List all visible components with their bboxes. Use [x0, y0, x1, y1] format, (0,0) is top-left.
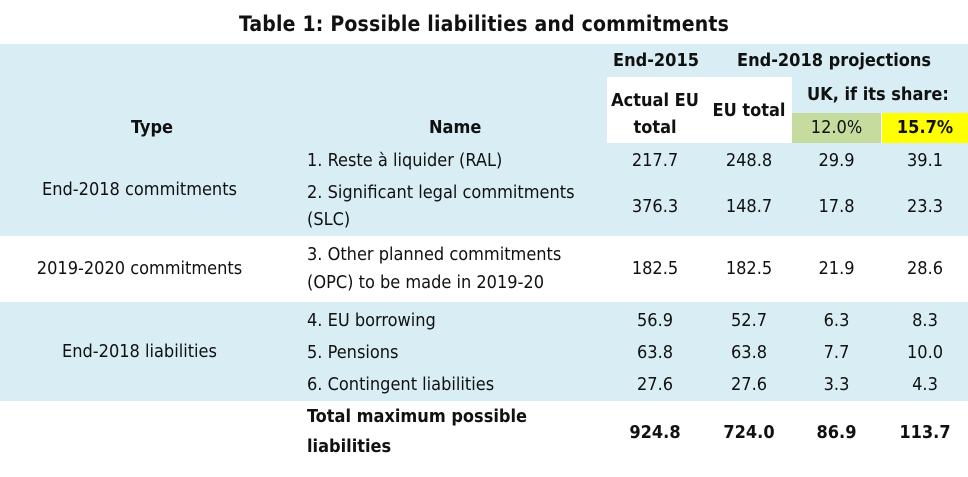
header-band-top	[0, 44, 968, 77]
uk-12-value: 17.8	[818, 196, 855, 217]
eu-total-value: 148.7	[725, 196, 773, 217]
actual-value: 63.8	[636, 342, 674, 363]
eu-total-value: 248.8	[725, 150, 773, 171]
header-eu-total: EU total	[712, 100, 786, 121]
total-name: Total maximum possible	[307, 406, 528, 427]
uk-157-value: 10.0	[906, 342, 944, 363]
eu-total-value: 52.7	[730, 310, 768, 331]
actual-value: 182.5	[631, 258, 679, 279]
uk-12-value: 7.7	[823, 342, 850, 363]
share-157-label: 15.7%	[896, 117, 954, 138]
type-end-2018-liabilities: End-2018 liabilities	[62, 341, 217, 362]
uk-157-value: 39.1	[906, 150, 944, 171]
uk-12-value: 3.3	[823, 374, 850, 395]
header-name: Name	[429, 117, 482, 138]
uk-157-value: 23.3	[906, 196, 944, 217]
uk-157-value: 28.6	[906, 258, 944, 279]
uk-157-value: 4.3	[912, 374, 938, 395]
share-157-cell	[882, 113, 968, 143]
actual-value: 27.6	[636, 374, 674, 395]
row-name-cont: (OPC) to be made in 2019-20	[307, 272, 545, 293]
row-name-cont: (SLC)	[307, 209, 351, 230]
actual-value: 376.3	[631, 196, 679, 217]
header-band-uk	[792, 77, 968, 113]
row-name: 6. Contingent liabilities	[307, 374, 495, 395]
group-band-liabilities	[0, 302, 968, 401]
uk-157-value: 8.3	[912, 310, 938, 331]
row-name: 3. Other planned commitments	[307, 244, 562, 265]
header-type: Type	[131, 117, 174, 138]
uk-12-value: 21.9	[818, 258, 855, 279]
row-name: 5. Pensions	[307, 342, 399, 363]
row-name: 4. EU borrowing	[307, 310, 436, 331]
header-end-2018-projections: End-2018 projections	[737, 50, 932, 71]
header-band-left	[0, 77, 607, 143]
eu-total-value: 63.8	[730, 342, 768, 363]
header-uk-share: UK, if its share:	[807, 84, 949, 105]
type-2019-2020-commitments: 2019-2020 commitments	[36, 258, 243, 279]
total-uk-12: 86.9	[816, 422, 857, 443]
actual-value: 56.9	[636, 310, 674, 331]
header-end-2015: End-2015	[613, 50, 699, 71]
total-uk-157: 113.7	[899, 422, 951, 443]
eu-total-value: 27.6	[730, 374, 768, 395]
actual-value: 217.7	[631, 150, 679, 171]
uk-12-value: 29.9	[818, 150, 855, 171]
row-name: 2. Significant legal commitments	[307, 182, 575, 203]
total-eu: 724.0	[723, 422, 775, 443]
header-actual-eu-line1: Actual EU	[611, 90, 699, 111]
group-band-commitments	[0, 143, 968, 236]
table-title: Table 1: Possible liabilities and commit…	[238, 12, 730, 36]
header-actual-eu-line2: total	[633, 117, 677, 138]
row-name: 1. Reste à liquider (RAL)	[307, 150, 503, 171]
share-12-cell	[792, 113, 881, 143]
total-actual: 924.8	[629, 422, 681, 443]
eu-total-value: 182.5	[725, 258, 773, 279]
total-name-cont: liabilities	[307, 436, 392, 457]
share-12-label: 12.0%	[810, 117, 863, 138]
type-end-2018-commitments: End-2018 commitments	[42, 179, 237, 200]
uk-12-value: 6.3	[823, 310, 850, 331]
